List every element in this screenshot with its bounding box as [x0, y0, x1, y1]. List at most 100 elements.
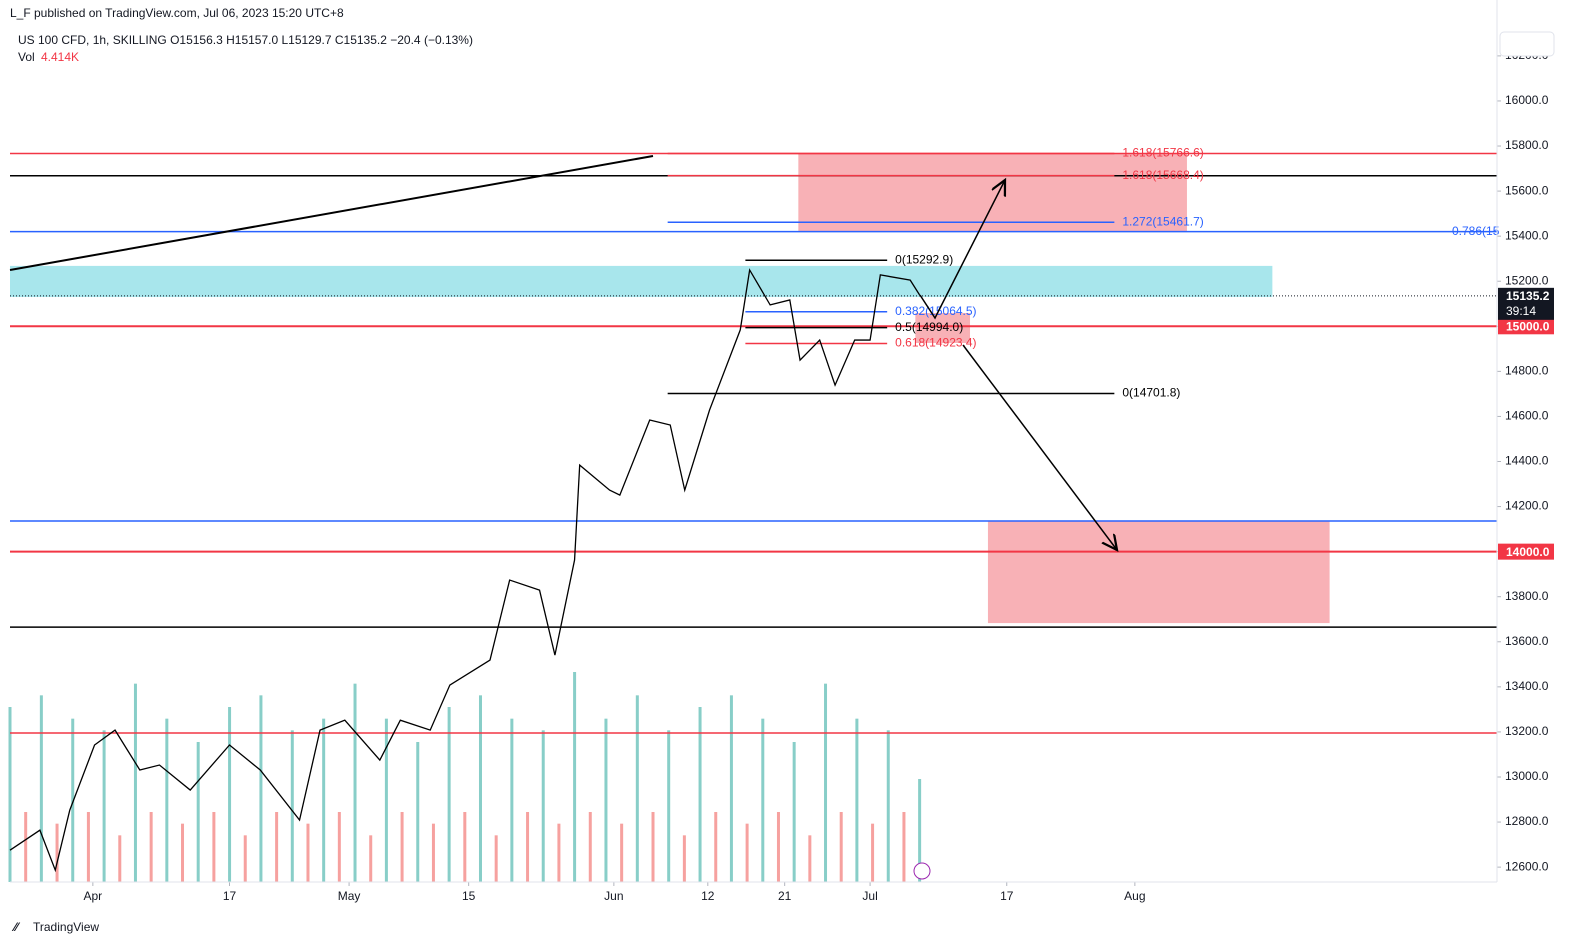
zone	[10, 265, 1273, 298]
x-tick-label: Jun	[604, 889, 623, 903]
price-badge	[1498, 543, 1554, 560]
volume-bar	[416, 742, 420, 882]
price-badge-label: 15000.0	[1506, 319, 1550, 333]
volume-bar	[792, 742, 796, 882]
volume-bar	[463, 812, 467, 882]
volume-bar	[290, 730, 294, 882]
fib-label: 1.618(15668.4)	[1122, 168, 1203, 182]
volume-bar	[86, 812, 90, 882]
volume-bar	[55, 823, 59, 882]
x-tick-label: 12	[701, 889, 715, 903]
volume-bar	[557, 823, 561, 882]
symbol-info: US 100 CFD, 1h, SKILLING O15156.3 H15157…	[18, 33, 473, 47]
volume-bar	[573, 672, 577, 882]
vol-label: Vol	[18, 50, 35, 64]
volume-bar	[839, 812, 843, 882]
volume-bar	[400, 812, 404, 882]
volume-bar	[651, 812, 655, 882]
logo: ⁄⁄	[11, 920, 21, 934]
volume-bar	[275, 812, 279, 882]
x-tick-label: 17	[223, 889, 237, 903]
fib-label: 1.272(15461.7)	[1122, 214, 1203, 228]
price-badge	[1498, 318, 1554, 335]
event-icon[interactable]	[913, 862, 931, 880]
volume-bar	[24, 812, 28, 882]
volume-bar	[431, 823, 435, 882]
volume-bar	[71, 718, 75, 882]
x-tick-label: May	[338, 889, 361, 903]
volume-bar	[682, 835, 686, 882]
volume-bar	[39, 695, 43, 882]
published: L_F published on TradingView.com, Jul 06…	[10, 6, 344, 20]
arrow-up	[919, 180, 1005, 320]
volume-bar	[714, 812, 718, 882]
volume-bar	[447, 707, 451, 882]
fib-label: 0.382(15064.5)	[895, 304, 976, 318]
fib-label: 0(14701.8)	[1122, 386, 1180, 400]
y-tick-label: 12800.0	[1505, 814, 1549, 828]
volume-bar	[337, 812, 341, 882]
volume-bar	[118, 835, 122, 882]
volume-bar	[808, 835, 812, 882]
volume-bar	[243, 835, 247, 882]
volume-bar	[604, 718, 608, 882]
volume-bar	[228, 707, 232, 882]
y-tick-label: 13400.0	[1505, 679, 1549, 693]
last-price-badge	[1498, 287, 1554, 320]
x-tick-label: 15	[462, 889, 476, 903]
volume-bar	[369, 835, 373, 882]
volume-bar	[8, 707, 12, 882]
volume-bar	[384, 718, 388, 882]
volume-bar	[745, 823, 749, 882]
volume-bar	[871, 823, 875, 882]
volume-bar	[635, 695, 639, 882]
volume-bar	[212, 812, 216, 882]
volume-bar	[667, 730, 671, 882]
volume-bar	[102, 730, 106, 882]
volume-bar	[824, 683, 828, 882]
zone	[987, 520, 1330, 624]
trend-line	[9, 155, 654, 271]
y-tick-label: 16000.0	[1505, 93, 1549, 107]
y-tick-label: 13000.0	[1505, 769, 1549, 783]
volume-bar	[620, 823, 624, 882]
volume-bar	[526, 812, 530, 882]
arrow-down	[962, 344, 1117, 550]
volume-bar	[149, 812, 153, 882]
fib-label: 1.618(15766.6)	[1122, 146, 1203, 160]
volume-bar	[761, 718, 765, 882]
volume-bar	[196, 742, 200, 882]
y-tick-label: 12600.0	[1505, 859, 1549, 873]
volume-bar	[478, 695, 482, 882]
volume-bar	[541, 730, 545, 882]
y-tick-label: 13200.0	[1505, 724, 1549, 738]
last-price-label: 15135.2	[1506, 289, 1550, 303]
volume-bar	[729, 695, 733, 882]
volume-bar	[494, 835, 498, 882]
y-tick-label: 14800.0	[1505, 364, 1549, 378]
volume-bar	[322, 718, 326, 882]
price-line	[9, 268, 921, 873]
volume-bar	[776, 812, 780, 882]
volume-bar	[259, 695, 263, 882]
volume-bar	[698, 707, 702, 882]
y-tick-label: 13600.0	[1505, 634, 1549, 648]
volume-bar	[510, 718, 514, 882]
zone	[915, 313, 971, 343]
y-tick-label: 15200.0	[1505, 273, 1549, 287]
vol-value: 4.414K	[41, 50, 79, 64]
y-tick-label: 15400.0	[1505, 228, 1549, 242]
y-tick-label: 15800.0	[1505, 138, 1549, 152]
y-tick-label: 14200.0	[1505, 499, 1549, 513]
volume-bar	[902, 812, 906, 882]
volume-bar	[181, 823, 185, 882]
countdown: 39:14	[1506, 304, 1536, 318]
fib-label: 0.618(14923.4)	[895, 336, 976, 350]
x-tick-label: Aug	[1124, 889, 1145, 903]
y-tick-label: 14600.0	[1505, 409, 1549, 423]
toolbar-button[interactable]	[1499, 31, 1555, 57]
volume-bar	[306, 823, 310, 882]
brand: TradingView	[33, 920, 99, 934]
fib-label: 0.5(14994.0)	[895, 320, 963, 334]
